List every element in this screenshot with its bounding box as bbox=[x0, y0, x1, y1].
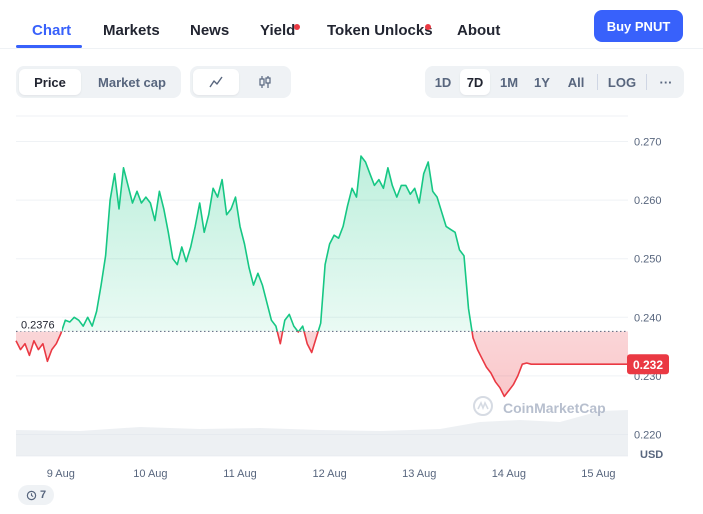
x-tick-label: 9 Aug bbox=[47, 468, 75, 480]
more-divider bbox=[646, 74, 647, 90]
history-count: 7 bbox=[39, 489, 47, 501]
price-tab[interactable]: Price bbox=[19, 69, 81, 95]
buy-button[interactable]: Buy PNUT bbox=[594, 10, 683, 42]
watermark-logo bbox=[473, 396, 493, 416]
y-tick-label: 0.220 bbox=[634, 430, 662, 442]
x-tick-label: 10 Aug bbox=[133, 468, 167, 480]
tab-yield[interactable]: Yield bbox=[260, 22, 296, 39]
baseline-label: 0.2376 bbox=[21, 319, 55, 331]
price-line-down bbox=[15, 331, 628, 398]
tab-markets[interactable]: Markets bbox=[103, 22, 160, 39]
candlestick-icon bbox=[259, 76, 271, 88]
token-unlocks-notification-dot bbox=[425, 24, 431, 30]
log-scale-button[interactable]: LOG bbox=[607, 74, 637, 90]
y-tick-label: 0.270 bbox=[634, 136, 662, 148]
y-tick-label: 0.260 bbox=[634, 195, 662, 207]
x-tick-label: 11 Aug bbox=[223, 468, 256, 480]
x-tick-label: 12 Aug bbox=[312, 468, 346, 480]
tab-about[interactable]: About bbox=[457, 22, 501, 39]
line-chart-icon bbox=[209, 76, 223, 88]
price-chart[interactable]: 0.220 0.230 0.240 0.250 0.260 0.270 0.2376 0.23… bbox=[0, 100, 703, 514]
range-1m[interactable]: 1M bbox=[499, 74, 519, 90]
candlestick-button[interactable] bbox=[242, 69, 288, 95]
range-toggle: 1D 7D 1M 1Y All LOG ··· bbox=[425, 66, 684, 98]
baseline-label-bg bbox=[18, 317, 62, 332]
range-all[interactable]: All bbox=[567, 74, 585, 90]
area-above-baseline bbox=[16, 156, 628, 332]
metric-toggle: Price Market cap bbox=[16, 66, 181, 98]
volume-band bbox=[16, 410, 628, 456]
range-divider bbox=[597, 74, 598, 90]
range-7d[interactable]: 7D bbox=[460, 69, 490, 95]
range-1d[interactable]: 1D bbox=[434, 74, 452, 90]
chart-style-toggle bbox=[190, 66, 291, 98]
y-unit-label: USD bbox=[640, 449, 663, 461]
tab-news[interactable]: News bbox=[190, 22, 230, 39]
tab-token-unlocks[interactable]: Token Unlocks bbox=[327, 22, 433, 39]
x-tick-label: 14 Aug bbox=[492, 468, 526, 480]
active-tab-indicator bbox=[16, 45, 82, 48]
current-price-label: 0.232 bbox=[633, 358, 663, 372]
watermark-text: CoinMarketCap bbox=[503, 400, 606, 416]
y-tick-label: 0.240 bbox=[634, 312, 662, 324]
yield-notification-dot bbox=[294, 24, 300, 30]
market-cap-tab[interactable]: Market cap bbox=[98, 74, 166, 90]
nav-divider bbox=[0, 48, 703, 49]
line-chart-button[interactable] bbox=[193, 69, 239, 95]
history-badge[interactable]: 7 bbox=[18, 485, 54, 505]
range-1y[interactable]: 1Y bbox=[534, 74, 550, 90]
y-tick-label: 0.250 bbox=[634, 254, 662, 266]
tab-chart[interactable]: Chart bbox=[32, 22, 72, 39]
x-tick-label: 13 Aug bbox=[402, 468, 436, 480]
x-tick-label: 15 Aug bbox=[581, 468, 615, 480]
price-line-up bbox=[60, 155, 473, 332]
coinmarketcap-icon bbox=[473, 396, 493, 416]
area-below-baseline bbox=[16, 331, 628, 397]
price-chart-svg[interactable]: 0.2200.2300.2400.2500.2600.2700.23760.23… bbox=[0, 100, 703, 514]
current-price-tag bbox=[627, 354, 669, 375]
more-options-button[interactable]: ··· bbox=[659, 74, 673, 90]
coinmarketcap-icon-mark bbox=[477, 401, 489, 411]
history-icon bbox=[26, 490, 37, 500]
top-nav: Chart Markets News Yield Token Unlocks A… bbox=[0, 0, 703, 50]
